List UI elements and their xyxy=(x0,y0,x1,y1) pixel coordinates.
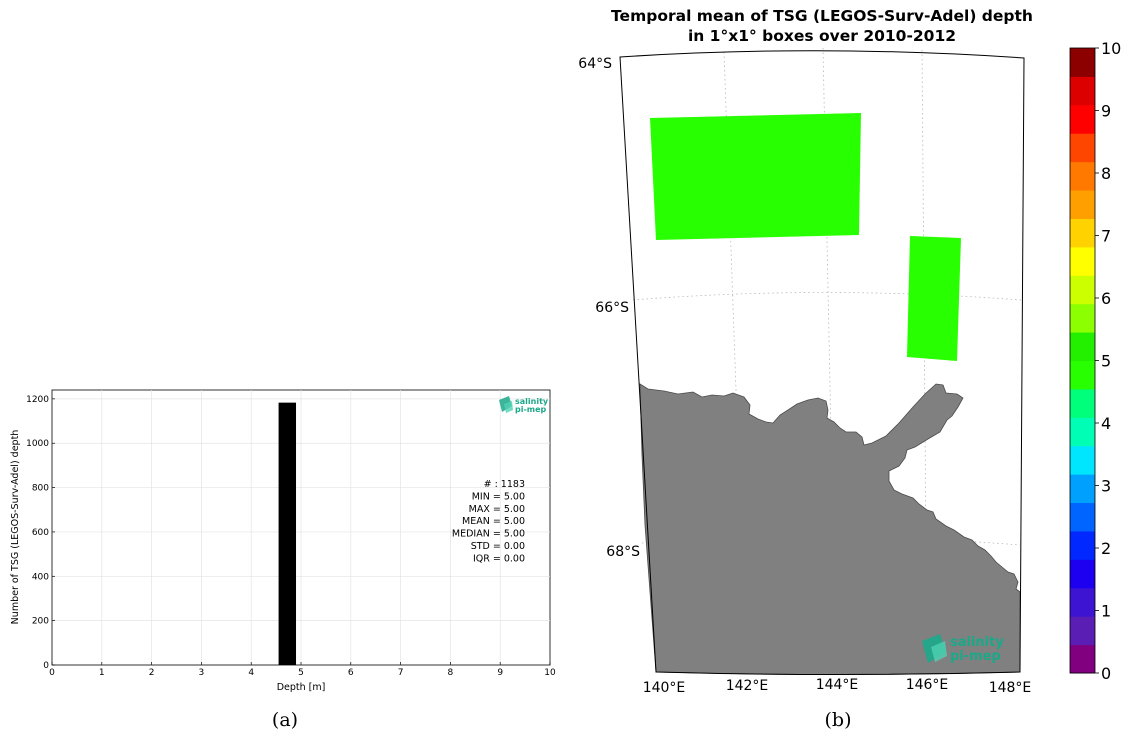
colorbar-tick-label: 4 xyxy=(1101,414,1111,433)
colorbar-segment xyxy=(1070,559,1095,589)
colorbar-tick-label: 9 xyxy=(1101,102,1111,121)
x-tick-label: 4 xyxy=(248,668,254,678)
y-tick-label: 1200 xyxy=(26,395,49,405)
histogram-bar xyxy=(278,402,297,665)
logo-text-line2: pi-mep xyxy=(950,649,1001,664)
lon-label-146: 146°E xyxy=(906,677,949,693)
histogram-logo: salinity pi-mep xyxy=(499,396,549,414)
colorbar-segment xyxy=(1070,644,1095,674)
histogram-chart: 0 1 2 3 4 5 6 7 8 9 10 0 200 400 600 800 1000 1200 Depth… xyxy=(10,389,556,731)
colorbar-tick-label: 7 xyxy=(1101,227,1111,246)
graticule-lon-146 xyxy=(921,49,928,675)
colorbar-segment xyxy=(1070,104,1095,134)
panel-label-b: (b) xyxy=(825,709,852,731)
x-tick-label: 8 xyxy=(448,668,454,678)
x-tick-label: 3 xyxy=(199,668,205,678)
y-tick-label: 200 xyxy=(32,617,49,627)
histogram-bars xyxy=(278,402,297,665)
colorbar-segment xyxy=(1070,616,1095,646)
colorbar-tick-label: 1 xyxy=(1101,602,1111,621)
data-cell-box-2 xyxy=(907,236,961,361)
lon-label-140: 140°E xyxy=(643,680,686,696)
histogram-stat-line: MEAN = 5.00 xyxy=(462,516,525,527)
colorbar-segment xyxy=(1070,303,1095,333)
y-tick-label: 0 xyxy=(43,661,49,671)
x-tick-label: 0 xyxy=(49,668,55,678)
histogram-stat-line: STD = 0.00 xyxy=(471,541,525,552)
x-tick-label: 7 xyxy=(398,668,404,678)
colorbar-segment xyxy=(1070,502,1095,532)
colorbar-segment xyxy=(1070,190,1095,219)
histogram-stat-line: # : 1183 xyxy=(484,479,525,490)
salinity-logo-icon-facet xyxy=(504,401,513,413)
x-tick-label: 2 xyxy=(149,668,155,678)
histogram-grid xyxy=(52,390,550,665)
lon-label-148: 148°E xyxy=(989,680,1032,696)
x-tick-label: 1 xyxy=(99,668,105,678)
histogram-x-ticks: 0 1 2 3 4 5 6 7 8 9 10 xyxy=(49,662,556,678)
histogram-stat-line: MAX = 5.00 xyxy=(469,504,525,515)
colorbar-ticks: 0 1 2 3 4 5 6 7 8 9 10 xyxy=(1095,39,1121,683)
colorbar-segment xyxy=(1070,388,1095,418)
map-title-line1: Temporal mean of TSG (LEGOS-Surv-Adel) d… xyxy=(611,7,1033,25)
colorbar-tick-label: 0 xyxy=(1101,664,1111,683)
map-title-line2: in 1°x1° boxes over 2010-2012 xyxy=(688,27,956,45)
lat-label-66: 66°S xyxy=(595,300,629,316)
x-tick-label: 10 xyxy=(544,668,556,678)
graticule-lat-66 xyxy=(632,292,1022,301)
data-cell-box-1 xyxy=(650,113,861,240)
y-tick-label: 600 xyxy=(32,528,49,538)
colorbar-tick-label: 10 xyxy=(1101,39,1121,58)
histogram-stat-line: MEDIAN = 5.00 xyxy=(452,529,525,540)
y-tick-label: 400 xyxy=(32,572,49,582)
map-logo: salinity pi-mep xyxy=(922,634,1004,664)
x-tick-label: 5 xyxy=(298,668,304,678)
logo-text-line1: salinity xyxy=(515,397,549,406)
lat-label-68: 68°S xyxy=(606,544,640,560)
colorbar-segment xyxy=(1070,133,1095,163)
panel-label-a: (a) xyxy=(272,709,298,731)
histogram-y-label: Number of TSG (LEGOS-Surv-Adel) depth xyxy=(10,430,21,625)
colorbar-segment xyxy=(1070,48,1095,77)
colorbar-tick-label: 2 xyxy=(1101,539,1111,558)
colorbar-segment xyxy=(1070,587,1095,617)
x-tick-label: 6 xyxy=(348,668,354,678)
colorbar-segment xyxy=(1070,332,1095,361)
histogram-stat-line: IQR = 0.00 xyxy=(473,553,525,564)
colorbar-segment xyxy=(1070,275,1095,305)
lat-label-64: 64°S xyxy=(578,56,612,72)
colorbar-tick-label: 5 xyxy=(1101,352,1111,371)
colorbar-tick-label: 8 xyxy=(1101,164,1111,183)
colorbar-segment xyxy=(1070,474,1095,504)
y-tick-label: 800 xyxy=(32,484,49,494)
colorbar-tick-label: 6 xyxy=(1101,289,1111,308)
histogram-y-ticks: 0 200 400 600 800 1000 1200 xyxy=(26,395,55,671)
x-tick-label: 9 xyxy=(497,668,503,678)
colorbar-segment xyxy=(1070,360,1095,390)
colorbar-segment xyxy=(1070,417,1095,447)
y-tick-label: 1000 xyxy=(26,439,49,449)
logo-text-line2: pi-mep xyxy=(515,405,547,414)
colorbar-segment xyxy=(1070,445,1095,475)
colorbar-segment xyxy=(1070,161,1095,191)
colorbar-segment xyxy=(1070,218,1095,248)
logo-text-line1: salinity xyxy=(950,635,1004,650)
map-chart: Temporal mean of TSG (LEGOS-Surv-Adel) d… xyxy=(578,7,1121,731)
colorbar xyxy=(1069,47,1096,674)
colorbar-segment xyxy=(1070,246,1095,276)
colorbar-segment xyxy=(1070,76,1095,106)
map-frame-border xyxy=(619,50,1025,675)
histogram-x-label: Depth [m] xyxy=(277,682,326,693)
colorbar-segment xyxy=(1070,530,1095,560)
histogram-stat-line: MIN = 5.00 xyxy=(472,491,525,502)
lon-label-144: 144°E xyxy=(816,677,859,693)
salinity-logo-icon-facet xyxy=(931,641,947,662)
colorbar-tick-label: 3 xyxy=(1101,477,1111,496)
lon-label-142: 142°E xyxy=(726,678,769,694)
